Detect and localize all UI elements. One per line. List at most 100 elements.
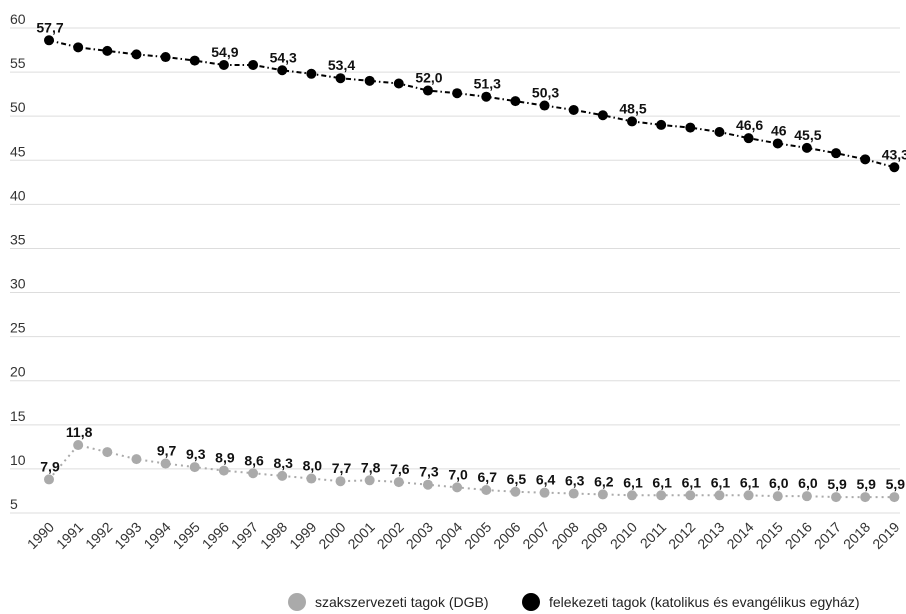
x-tick-label: 2014 <box>723 519 756 552</box>
data-label: 8,3 <box>273 455 293 471</box>
x-tick-label: 1997 <box>228 519 261 552</box>
x-tick-label: 2001 <box>344 519 377 552</box>
x-tick-label: 1991 <box>53 519 86 552</box>
x-tick-label: 2006 <box>490 519 523 552</box>
data-point <box>801 491 812 502</box>
data-label: 6,5 <box>507 471 527 487</box>
x-tick-label: 1994 <box>140 519 173 552</box>
x-tick-label: 2003 <box>403 519 436 552</box>
y-tick-label: 55 <box>10 55 26 71</box>
data-point <box>539 100 550 111</box>
data-label: 6,1 <box>740 474 760 490</box>
x-tick-label: 1990 <box>24 519 57 552</box>
data-point <box>539 487 550 498</box>
data-point <box>597 110 608 121</box>
legend-label-church: felekezeti tagok (katolikus és evangélik… <box>549 594 860 610</box>
data-point <box>831 492 842 503</box>
x-tick-label: 2013 <box>694 519 727 552</box>
data-label: 7,9 <box>40 458 60 474</box>
data-label: 48,5 <box>619 100 646 116</box>
grid-lines <box>10 27 900 514</box>
x-tick-label: 1999 <box>286 519 319 552</box>
data-label: 50,3 <box>532 85 559 101</box>
data-point <box>510 96 521 107</box>
data-point <box>364 75 375 86</box>
data-point <box>131 49 142 60</box>
data-label: 6,0 <box>769 475 789 491</box>
data-label: 6,1 <box>652 474 672 490</box>
data-point <box>189 55 200 66</box>
x-tick-label: 1998 <box>257 519 290 552</box>
data-point <box>568 104 579 115</box>
data-point <box>452 482 463 493</box>
data-label: 5,9 <box>827 476 847 492</box>
y-tick-label: 50 <box>10 99 26 115</box>
data-point <box>801 142 812 153</box>
data-point <box>73 440 84 451</box>
data-point <box>714 126 725 137</box>
legend-label-dgb: szakszervezeti tagok (DGB) <box>315 594 489 610</box>
data-label: 7,6 <box>390 461 410 477</box>
data-point <box>889 162 900 173</box>
y-tick-label: 10 <box>10 452 26 468</box>
data-label: 5,9 <box>856 476 876 492</box>
x-tick-label: 1992 <box>82 519 115 552</box>
data-point <box>627 116 637 127</box>
data-point <box>277 470 288 481</box>
data-point <box>656 490 667 501</box>
data-point <box>510 486 521 497</box>
data-point <box>160 52 171 63</box>
data-point <box>422 85 433 96</box>
data-point <box>189 462 200 473</box>
data-label: 9,3 <box>186 446 206 462</box>
data-label: 54,9 <box>211 44 238 60</box>
data-point <box>248 468 259 479</box>
x-tick-label: 2011 <box>637 519 670 552</box>
y-tick-label: 5 <box>10 496 18 512</box>
data-point <box>73 42 84 53</box>
data-label: 6,1 <box>682 474 702 490</box>
x-tick-label: 2009 <box>578 519 611 552</box>
x-tick-label: 1993 <box>111 519 144 552</box>
data-label: 5,9 <box>886 476 906 492</box>
data-point <box>831 148 842 159</box>
legend: szakszervezeti tagok (DGB) felekezeti ta… <box>288 593 860 611</box>
data-point <box>335 476 346 487</box>
data-label: 6,4 <box>536 472 556 488</box>
data-point <box>772 138 783 149</box>
data-point <box>364 475 375 486</box>
x-tick-label: 2015 <box>753 519 786 552</box>
data-point <box>860 154 871 165</box>
data-point <box>102 447 113 458</box>
x-tick-label: 2002 <box>374 519 407 552</box>
data-point <box>656 119 667 130</box>
data-label: 7,7 <box>332 460 352 476</box>
data-label: 6,0 <box>798 475 818 491</box>
x-tick-label: 2016 <box>782 519 815 552</box>
data-point <box>568 488 579 499</box>
y-tick-label: 30 <box>10 276 26 292</box>
y-tick-label: 45 <box>10 143 26 159</box>
data-label: 57,7 <box>36 19 63 35</box>
data-point <box>452 88 463 99</box>
data-point <box>306 68 317 79</box>
data-label: 53,4 <box>328 57 355 73</box>
x-tick-label: 1996 <box>199 519 232 552</box>
data-label: 8,6 <box>244 452 264 468</box>
data-point <box>627 490 637 501</box>
data-point <box>44 474 54 485</box>
series-lines <box>48 39 895 499</box>
data-point <box>44 35 54 46</box>
y-axis: 5 10 15 20 25 30 35 40 45 50 55 60 <box>10 11 26 512</box>
data-point <box>743 490 754 501</box>
data-point <box>393 78 404 89</box>
legend-marker-dgb <box>288 593 306 611</box>
data-point <box>277 65 288 76</box>
legend-marker-church <box>522 593 540 611</box>
data-label: 43,3 <box>882 146 906 162</box>
data-label: 51,3 <box>474 76 501 92</box>
x-tick-label: 2019 <box>869 519 902 552</box>
x-tick-label: 2007 <box>519 519 552 552</box>
data-label: 6,1 <box>623 474 643 490</box>
